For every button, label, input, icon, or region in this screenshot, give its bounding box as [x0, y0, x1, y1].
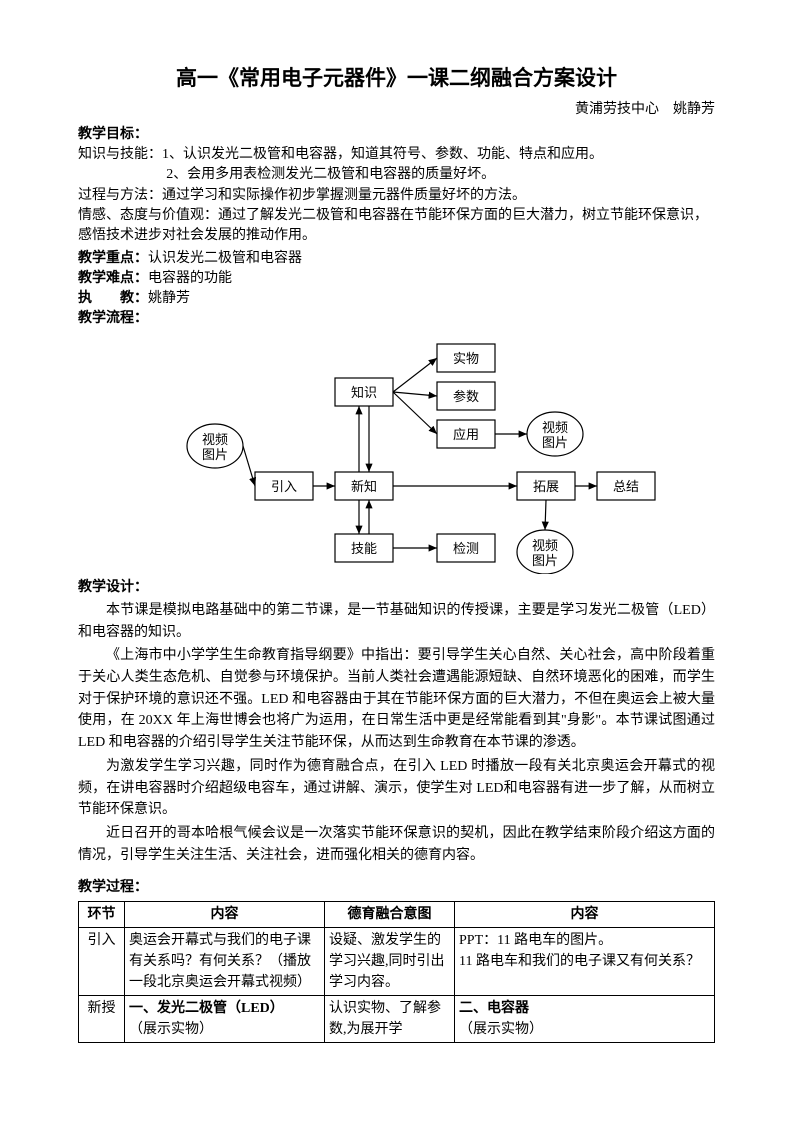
knowledge-skill-line2: 2、会用多用表检测发光二极管和电容器的质量好坏。	[78, 165, 715, 185]
th-phase: 环节	[79, 901, 125, 927]
svg-text:图片: 图片	[201, 447, 227, 462]
cell-content2: 二、电容器 （展示实物）	[455, 995, 715, 1042]
cell-content1: 奥运会开幕式与我们的电子课有关系吗？有何关系？（播放一段北京奥运会开幕式视频）	[125, 927, 325, 995]
cell-phase: 引入	[79, 927, 125, 995]
cell-content2: PPT：11 路电车的图片。 11 路电车和我们的电子课又有何关系？	[455, 927, 715, 995]
svg-text:拓展: 拓展	[532, 479, 558, 494]
svg-text:知识: 知识	[350, 385, 376, 400]
th-content1: 内容	[125, 901, 325, 927]
author-line: 黄浦劳技中心 姚静芳	[78, 100, 715, 120]
svg-text:实物: 实物	[452, 351, 478, 366]
process-method-line: 过程与方法：通过学习和实际操作初步掌握测量元器件质量好坏的方法。	[78, 186, 715, 206]
design-para-3: 为激发学生学习兴趣，同时作为德育融合点，在引入 LED 时播放一段有关北京奥运会…	[78, 756, 715, 821]
table-row: 引入 奥运会开幕式与我们的电子课有关系吗？有何关系？（播放一段北京奥运会开幕式视…	[79, 927, 715, 995]
svg-text:图片: 图片	[541, 435, 567, 450]
teacher-line: 执 教：姚静芳	[78, 289, 715, 309]
cell-intent: 设疑、激发学生的学习兴趣,同时引出学习内容。	[325, 927, 455, 995]
goal-label: 教学目标：	[78, 125, 715, 145]
th-content2: 内容	[455, 901, 715, 927]
design-para-4: 近日召开的哥本哈根气候会议是一次落实节能环保意识的契机，因此在教学结束阶段介绍这…	[78, 823, 715, 866]
process-label: 教学过程：	[78, 878, 715, 898]
knowledge-skill-line1: 知识与技能：1、认识发光二极管和电容器，知道其符号、参数、功能、特点和应用。	[78, 145, 715, 165]
difficulty-line: 教学难点：电容器的功能	[78, 269, 715, 289]
svg-text:参数: 参数	[452, 389, 478, 404]
design-para-1: 本节课是模拟电路基础中的第二节课，是一节基础知识的传授课，主要是学习发光二极管（…	[78, 600, 715, 643]
table-header-row: 环节 内容 德育融合意图 内容	[79, 901, 715, 927]
svg-text:新知: 新知	[350, 479, 376, 494]
page-title: 高一《常用电子元器件》一课二纲融合方案设计	[78, 64, 715, 94]
svg-text:视频: 视频	[201, 432, 227, 447]
th-intent: 德育融合意图	[325, 901, 455, 927]
flowchart-diagram: 视频图片引入知识新知技能实物参数应用视频图片检测拓展总结视频图片	[78, 334, 715, 574]
svg-text:技能: 技能	[350, 541, 376, 556]
author-org: 黄浦劳技中心	[575, 102, 659, 117]
svg-text:检测: 检测	[452, 541, 478, 556]
svg-text:视频: 视频	[541, 420, 567, 435]
emotion-line: 情感、态度与价值观：通过了解发光二极管和电容器在节能环保方面的巨大潜力，树立节能…	[78, 206, 715, 247]
design-label: 教学设计：	[78, 578, 715, 598]
svg-text:总结: 总结	[612, 479, 638, 494]
cell-content1: 一、发光二极管（LED） （展示实物）	[125, 995, 325, 1042]
table-row: 新授 一、发光二极管（LED） （展示实物） 认识实物、了解参数,为展开学 二、…	[79, 995, 715, 1042]
flow-label: 教学流程：	[78, 309, 715, 329]
author-name: 姚静芳	[673, 102, 715, 117]
cell-phase: 新授	[79, 995, 125, 1042]
design-para-2: 《上海市中小学学生生命教育指导纲要》中指出：要引导学生关心自然、关心社会，高中阶…	[78, 645, 715, 753]
svg-text:图片: 图片	[531, 553, 557, 568]
svg-text:视频: 视频	[531, 538, 557, 553]
cell-intent: 认识实物、了解参数,为展开学	[325, 995, 455, 1042]
svg-text:应用: 应用	[452, 427, 478, 442]
process-table: 环节 内容 德育融合意图 内容 引入 奥运会开幕式与我们的电子课有关系吗？有何关…	[78, 901, 715, 1043]
focus-line: 教学重点：认识发光二极管和电容器	[78, 249, 715, 269]
svg-text:引入: 引入	[270, 479, 296, 494]
